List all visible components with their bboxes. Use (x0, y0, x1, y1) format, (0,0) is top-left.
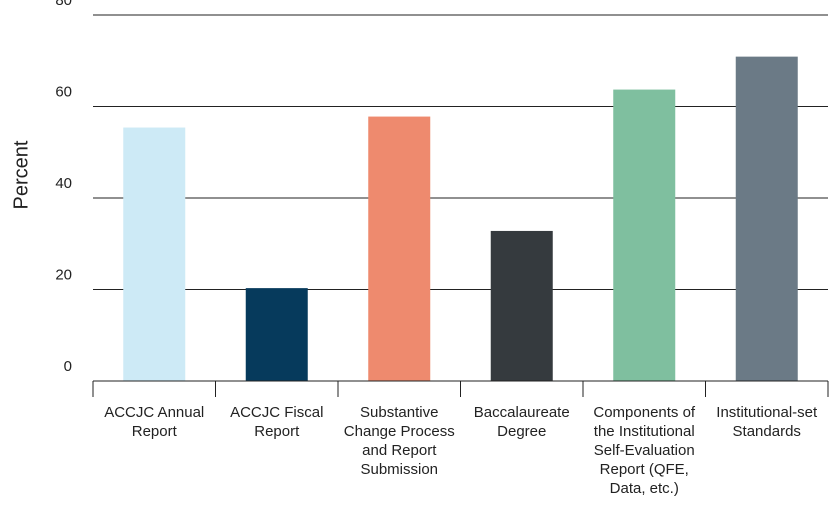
bar (123, 127, 186, 381)
x-tick-label: Baccalaureate Degree (473, 404, 570, 440)
y-axis-label: Percent (10, 140, 32, 209)
x-tick-label: Institutional-set Standards (716, 404, 818, 440)
x-tick-label: ACCJC Fiscal Report (230, 404, 324, 440)
bar (613, 89, 676, 381)
x-tick-label: Components of the Institutional Self-Eva… (593, 404, 696, 497)
y-tick-label: 40 (55, 175, 72, 192)
y-tick-label: 80 (55, 0, 72, 9)
y-tick-label: 0 (64, 358, 72, 375)
y-tick-label: 60 (55, 83, 72, 100)
bar (735, 56, 798, 381)
bar (490, 230, 553, 381)
bar (368, 116, 431, 381)
bar (245, 288, 308, 381)
y-tick-label: 20 (55, 266, 72, 283)
x-tick-label: ACCJC Annual Report (104, 404, 205, 440)
x-tick-label: Substantive Change Process and Report Su… (343, 404, 455, 478)
